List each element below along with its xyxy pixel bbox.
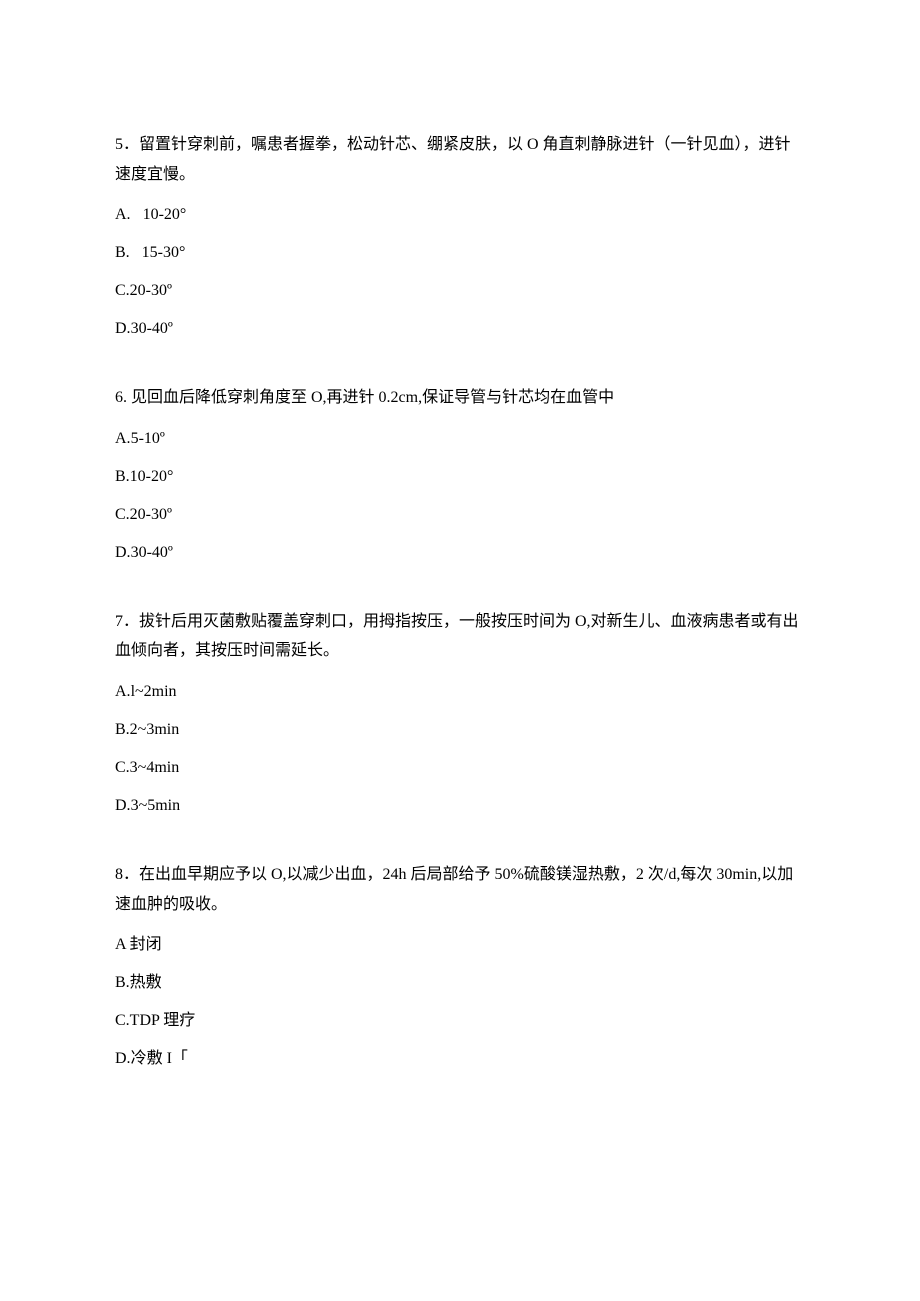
- option-b: B.热敷: [115, 971, 805, 995]
- question-text: 5．留置针穿刺前，嘱患者握拳，松动针芯、绷紧皮肤，以 O 角直刺静脉进针（一针见…: [115, 130, 805, 189]
- option-value: 20-30º: [130, 506, 172, 523]
- option-value: 5-10º: [131, 430, 165, 447]
- option-d: D.30-40º: [115, 317, 805, 341]
- question-5: 5．留置针穿刺前，嘱患者握拳，松动针芯、绷紧皮肤，以 O 角直刺静脉进针（一针见…: [115, 130, 805, 341]
- option-label: D.: [115, 797, 131, 814]
- option-b: B.10-20°: [115, 465, 805, 489]
- question-8: 8．在出血早期应予以 O,以减少出血，24h 后局部给予 50%硫酸镁湿热敷，2…: [115, 860, 805, 1071]
- option-value: TDP 理疗: [130, 1012, 196, 1029]
- option-b: B. 15-30°: [115, 241, 805, 265]
- option-a: A.5-10º: [115, 427, 805, 451]
- option-value: 10-20°: [130, 468, 174, 485]
- option-value: 10-20°: [143, 206, 187, 223]
- question-content: ．拔针后用灭菌敷贴覆盖穿刺口，用拇指按压，一般按压时间为 O,对新生儿、血液病患…: [115, 613, 799, 660]
- option-value: 30-40º: [131, 320, 173, 337]
- option-label: D.: [115, 544, 131, 561]
- question-content: ．在出血早期应予以 O,以减少出血，24h 后局部给予 50%硫酸镁湿热敷，2 …: [115, 866, 793, 913]
- question-number: 7: [115, 613, 123, 630]
- option-value: 封闭: [130, 936, 162, 953]
- question-number: 8: [115, 866, 123, 883]
- option-label: C.: [115, 506, 130, 523]
- option-c: C.20-30º: [115, 279, 805, 303]
- question-text: 8．在出血早期应予以 O,以减少出血，24h 后局部给予 50%硫酸镁湿热敷，2…: [115, 860, 805, 919]
- option-label: B.: [115, 974, 130, 991]
- option-value: 20-30º: [130, 282, 172, 299]
- option-value: 15-30°: [142, 244, 186, 261]
- question-6: 6. 见回血后降低穿刺角度至 O,再进针 0.2cm,保证导管与针芯均在血管中 …: [115, 383, 805, 565]
- option-label: B.: [115, 721, 130, 738]
- option-label: D.: [115, 320, 131, 337]
- option-c: C.TDP 理疗: [115, 1009, 805, 1033]
- option-label: C.: [115, 759, 130, 776]
- option-c: C.20-30º: [115, 503, 805, 527]
- option-label: A.: [115, 430, 131, 447]
- option-label: D.: [115, 1050, 131, 1067]
- document-body: 5．留置针穿刺前，嘱患者握拳，松动针芯、绷紧皮肤，以 O 角直刺静脉进针（一针见…: [115, 130, 805, 1071]
- option-label: A: [115, 936, 126, 953]
- question-content: ．留置针穿刺前，嘱患者握拳，松动针芯、绷紧皮肤，以 O 角直刺静脉进针（一针见血…: [115, 136, 791, 183]
- option-a: A 封闭: [115, 933, 805, 957]
- option-d: D.30-40º: [115, 541, 805, 565]
- question-text: 6. 见回血后降低穿刺角度至 O,再进针 0.2cm,保证导管与针芯均在血管中: [115, 383, 805, 413]
- question-text: 7．拔针后用灭菌敷贴覆盖穿刺口，用拇指按压，一般按压时间为 O,对新生儿、血液病…: [115, 607, 805, 666]
- option-label: B.: [115, 468, 130, 485]
- option-label: A.: [115, 206, 131, 223]
- option-a: A. 10-20°: [115, 203, 805, 227]
- option-value: 3~5min: [131, 797, 181, 814]
- option-value: 30-40º: [131, 544, 173, 561]
- option-label: B.: [115, 244, 130, 261]
- option-d: D.3~5min: [115, 794, 805, 818]
- option-label: C.: [115, 1012, 130, 1029]
- option-value: 3~4min: [130, 759, 180, 776]
- question-content: 见回血后降低穿刺角度至 O,再进针 0.2cm,保证导管与针芯均在血管中: [127, 389, 614, 406]
- option-value: 冷敷 I「: [131, 1050, 188, 1067]
- question-number: 5: [115, 136, 123, 153]
- option-d: D.冷敷 I「: [115, 1047, 805, 1071]
- question-number: 6.: [115, 389, 127, 406]
- question-7: 7．拔针后用灭菌敷贴覆盖穿刺口，用拇指按压，一般按压时间为 O,对新生儿、血液病…: [115, 607, 805, 818]
- option-value: 热敷: [130, 974, 162, 991]
- option-c: C.3~4min: [115, 756, 805, 780]
- option-a: A.l~2min: [115, 680, 805, 704]
- option-label: C.: [115, 282, 130, 299]
- option-b: B.2~3min: [115, 718, 805, 742]
- option-label: A.: [115, 683, 131, 700]
- option-value: l~2min: [131, 683, 177, 700]
- option-value: 2~3min: [130, 721, 180, 738]
